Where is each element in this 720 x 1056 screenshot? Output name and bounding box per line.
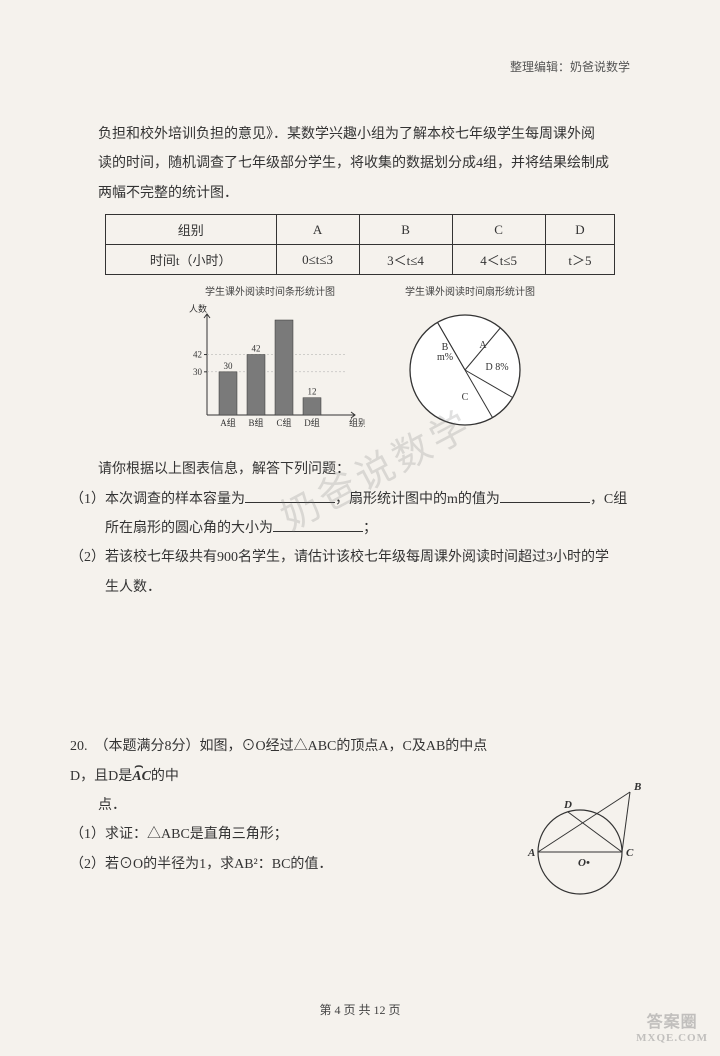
intro-text: 负担和校外培训负担的意见》．某数学兴趣小组为了解本校七年级学生每周课外阅 读的时… (70, 120, 650, 208)
table-header: C (452, 215, 545, 245)
table-header: A (276, 215, 359, 245)
bar-chart: 人数 30 42 30 A组 42 B组 C组 12 D组 组别 (175, 300, 365, 435)
pie-chart: ABm%CD 8% (395, 300, 545, 440)
page-footer: 第 4 页 共 12 页 (0, 1001, 720, 1018)
pie-chart-title: 学生课外阅读时间扇形统计图 (395, 283, 545, 298)
table-row: 时间t（小时） 0≤t≤3 3＜t≤4 4＜t≤5 t＞5 (105, 245, 614, 275)
table-header: B (359, 215, 452, 245)
corner-line2: MXQE.COM (636, 1032, 708, 1044)
q19-part1-d: 所在扇形的圆心角的大小为 (105, 521, 273, 536)
table-cell: 0≤t≤3 (276, 245, 359, 275)
q19-part1-b: ，扇形统计图中的m的值为 (335, 492, 500, 507)
arc-ac: AC (132, 762, 151, 791)
svg-text:O•: O• (578, 857, 590, 869)
intro-line-3: 两幅不完整的统计图． (70, 179, 650, 208)
q20-stem-c: 点． (70, 791, 510, 820)
blank (273, 518, 363, 532)
svg-text:B: B (633, 781, 641, 793)
intro-line-2: 读的时间，随机调查了七年级部分学生，将收集的数据划分成4组，并将结果绘制成 (70, 149, 650, 178)
table-header: 组别 (105, 215, 276, 245)
q19-part1-c: ，C组 (590, 492, 627, 507)
svg-text:C组: C组 (276, 417, 291, 428)
table-cell: 时间t（小时） (105, 245, 276, 275)
svg-text:30: 30 (224, 361, 234, 371)
svg-text:A组: A组 (220, 417, 236, 428)
svg-text:m%: m% (437, 352, 453, 363)
svg-text:组别: 组别 (349, 417, 365, 428)
svg-text:B组: B组 (248, 417, 263, 428)
intro-line-1: 负担和校外培训负担的意见》．某数学兴趣小组为了解本校七年级学生每周课外阅 (70, 120, 650, 149)
q19-part2-cont: 生人数． (70, 573, 650, 602)
corner-watermark: 答案圈 MXQE.COM (636, 1014, 708, 1044)
pie-chart-container: 学生课外阅读时间扇形统计图 ABm%CD 8% (395, 283, 545, 445)
svg-text:A: A (527, 847, 535, 859)
svg-text:A: A (479, 340, 487, 351)
q19-prompt: 请你根据以上图表信息，解答下列问题： (70, 455, 650, 484)
svg-text:D: D (563, 799, 572, 811)
group-table: 组别 A B C D 时间t（小时） 0≤t≤3 3＜t≤4 4＜t≤5 t＞5 (105, 214, 615, 275)
blank (245, 489, 335, 503)
svg-text:30: 30 (193, 367, 203, 377)
table-header: D (545, 215, 615, 245)
svg-text:C: C (462, 392, 469, 403)
svg-text:42: 42 (252, 344, 261, 354)
q19-part2: （2）若该校七年级共有900名学生，请估计该校七年级每周课外阅读时间超过3小时的… (70, 543, 650, 572)
bar-chart-title: 学生课外阅读时间条形统计图 (175, 283, 365, 298)
q20-part2: （2）若⊙O的半径为1，求AB²：BC的值． (70, 850, 510, 879)
q19-part1-a: （1）本次调查的样本容量为 (70, 492, 245, 507)
q20-stem-b: 的中 (151, 769, 179, 784)
table-cell: t＞5 (545, 245, 615, 275)
svg-text:C: C (626, 847, 634, 859)
svg-text:D组: D组 (304, 417, 320, 428)
bar-chart-container: 学生课外阅读时间条形统计图 人数 30 42 30 A组 42 B组 C组 12 D组 组别 (175, 283, 365, 445)
corner-line1: 答案圈 (636, 1014, 708, 1032)
q20-diagram: A C D B O• (520, 772, 650, 912)
q19-part1: （1）本次调查的样本容量为 ，扇形统计图中的m的值为 ，C组 (70, 485, 650, 514)
table-cell: 3＜t≤4 (359, 245, 452, 275)
q19-part1-cont: 所在扇形的圆心角的大小为 ； (70, 514, 650, 543)
table-cell: 4＜t≤5 (452, 245, 545, 275)
q19-part1-e: ； (363, 521, 377, 536)
svg-text:D 8%: D 8% (485, 362, 508, 373)
header-credit: 整理编辑：奶爸说数学 (510, 58, 630, 75)
table-row: 组别 A B C D (105, 215, 614, 245)
svg-text:人数: 人数 (189, 303, 207, 314)
blank (500, 489, 590, 503)
svg-text:12: 12 (308, 387, 317, 397)
svg-text:42: 42 (193, 350, 202, 360)
q20-part1: （1）求证：△ABC是直角三角形； (70, 820, 510, 849)
q20-stem: 20. （本题满分8分）如图，⊙O经过△ABC的顶点A，C及AB的中点D，且D是… (70, 732, 510, 791)
